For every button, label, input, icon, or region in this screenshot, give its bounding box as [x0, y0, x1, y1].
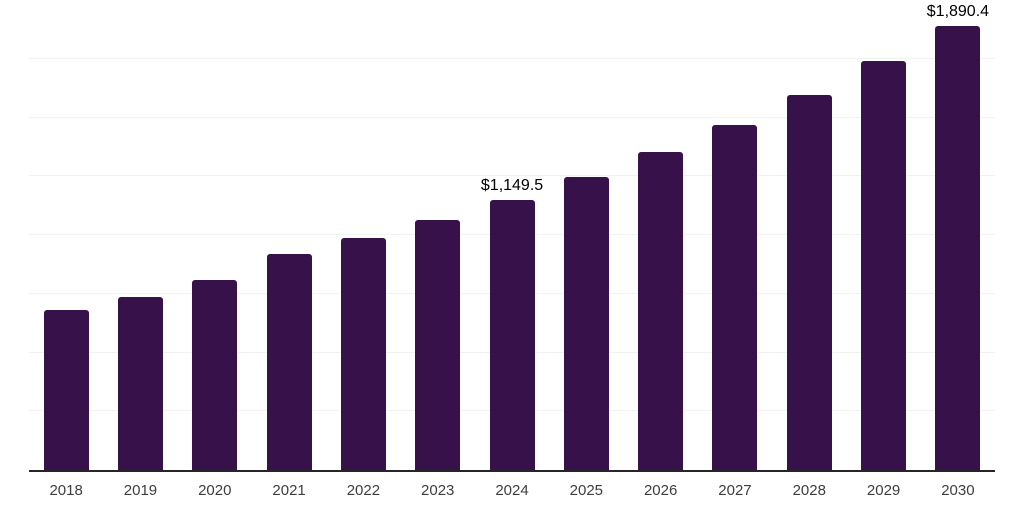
bar-column-2026 [624, 0, 698, 470]
x-tick-2021: 2021 [272, 482, 306, 499]
bar-column-2027 [698, 0, 772, 470]
x-tick-2028: 2028 [792, 482, 826, 499]
bar-2023 [415, 219, 461, 470]
bar-column-2028 [772, 0, 846, 470]
bar-column-2021 [252, 0, 326, 470]
bar-value-label-2030: $1,890.4 [926, 2, 990, 20]
x-axis-labels: 2018 2019 2020 2021 2022 2023 2024 2025 2026 2027… [29, 480, 995, 502]
bar-2022 [340, 238, 386, 470]
x-tick-2020: 2020 [198, 482, 232, 499]
x-tick-2025: 2025 [569, 482, 604, 499]
bars-container: $1,149.5 $1,890.4 [29, 0, 995, 470]
bar-2025 [563, 177, 609, 470]
bar-column-2024: $1,149.5 [475, 0, 549, 470]
bar-2027 [712, 125, 758, 470]
x-tick-2026: 2026 [643, 482, 678, 499]
bar-column-2029 [846, 0, 920, 470]
x-tick-2029: 2029 [866, 482, 901, 499]
x-tick-2024: 2024 [495, 482, 529, 499]
x-tick-2019: 2019 [123, 482, 158, 499]
x-tick-2022: 2022 [346, 482, 381, 499]
bar-column-2019 [103, 0, 177, 470]
bar-column-2025 [549, 0, 623, 470]
bar-2028 [786, 95, 832, 470]
bar-column-2023 [401, 0, 475, 470]
x-tick-2030: 2030 [941, 482, 975, 499]
bar-2024 [489, 199, 535, 470]
x-tick-2023: 2023 [421, 482, 455, 499]
bar-2020 [192, 280, 238, 470]
bar-2030 [935, 25, 981, 470]
x-tick-2018: 2018 [49, 482, 83, 499]
bar-2026 [638, 151, 684, 470]
bar-2029 [861, 61, 907, 470]
bar-value-label-2024: $1,149.5 [480, 176, 544, 194]
bar-column-2022 [326, 0, 400, 470]
bar-column-2030: $1,890.4 [921, 0, 995, 470]
bar-column-2018 [29, 0, 103, 470]
bar-2019 [117, 297, 163, 470]
bar-2021 [266, 254, 312, 470]
bar-column-2020 [178, 0, 252, 470]
bar-2018 [43, 310, 89, 470]
plot-area: $1,149.5 $1,890.4 [29, 0, 995, 472]
x-tick-2027: 2027 [718, 482, 752, 499]
